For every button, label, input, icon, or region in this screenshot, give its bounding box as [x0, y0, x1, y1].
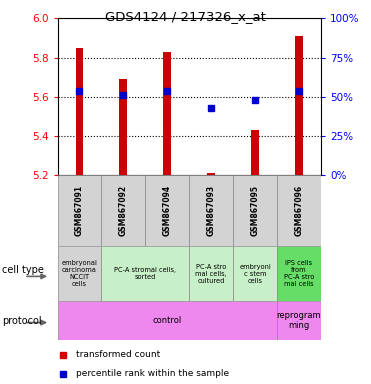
Bar: [101, 246, 189, 301]
Bar: [119, 79, 127, 175]
Bar: [207, 173, 215, 175]
Text: iPS cells
from
PC-A stro
mal cells: iPS cells from PC-A stro mal cells: [284, 260, 314, 287]
Text: PC-A stro
mal cells,
cultured: PC-A stro mal cells, cultured: [196, 263, 227, 284]
Text: GSM867094: GSM867094: [163, 185, 172, 236]
Bar: [58, 301, 277, 340]
Bar: [277, 301, 321, 340]
Bar: [233, 246, 277, 301]
Text: protocol: protocol: [2, 316, 42, 326]
Bar: [295, 36, 303, 175]
Bar: [233, 175, 277, 246]
Text: cell type: cell type: [2, 265, 44, 275]
Text: GSM867096: GSM867096: [295, 185, 303, 236]
Bar: [58, 175, 101, 246]
Bar: [58, 246, 101, 301]
Text: transformed count: transformed count: [76, 351, 160, 359]
Text: control: control: [152, 316, 182, 325]
Text: percentile rank within the sample: percentile rank within the sample: [76, 369, 229, 378]
Text: GSM867091: GSM867091: [75, 185, 84, 236]
Text: embryonal
carcinoma
NCCIT
cells: embryonal carcinoma NCCIT cells: [62, 260, 98, 287]
Text: reprogram
ming: reprogram ming: [277, 311, 321, 330]
Bar: [277, 246, 321, 301]
Bar: [189, 175, 233, 246]
Bar: [145, 175, 189, 246]
Text: GSM867092: GSM867092: [119, 185, 128, 236]
Text: GSM867095: GSM867095: [250, 185, 260, 236]
Bar: [251, 130, 259, 175]
Text: GSM867093: GSM867093: [207, 185, 216, 236]
Text: embryoni
c stem
cells: embryoni c stem cells: [239, 263, 271, 284]
Bar: [76, 48, 83, 175]
Text: GDS4124 / 217326_x_at: GDS4124 / 217326_x_at: [105, 10, 266, 23]
Text: PC-A stromal cells,
sorted: PC-A stromal cells, sorted: [114, 267, 176, 280]
Bar: [189, 246, 233, 301]
Bar: [277, 175, 321, 246]
Bar: [163, 51, 171, 175]
Bar: [101, 175, 145, 246]
